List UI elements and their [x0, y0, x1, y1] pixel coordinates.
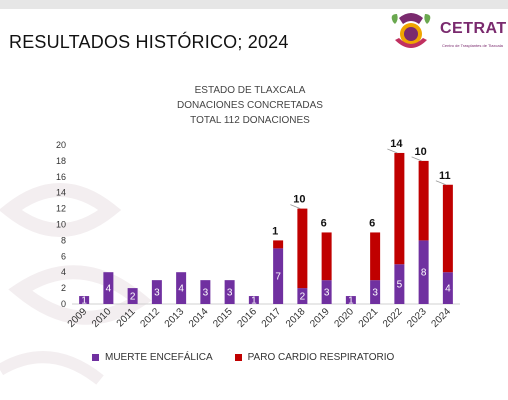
data-label-paro: 10: [415, 146, 427, 158]
y-tick-label: 8: [61, 235, 66, 245]
x-tick-label: 2015: [211, 306, 235, 330]
x-tick-label: 2014: [187, 306, 211, 330]
chart-legend: MUERTE ENCEFÁLICA PARO CARDIO RESPIRATOR…: [92, 352, 394, 363]
data-label-muerte: 3: [154, 288, 160, 299]
data-label-muerte: 3: [324, 288, 330, 299]
bar-muerte-encefalica: [442, 272, 453, 304]
bar-muerte-encefalica: [248, 296, 259, 304]
x-tick-label: 2024: [429, 306, 453, 330]
bar-muerte-encefalica: [345, 296, 356, 304]
data-label-muerte: 2: [130, 292, 136, 303]
bar-muerte-encefalica: [394, 264, 405, 304]
y-tick-label: 6: [61, 251, 66, 261]
x-tick-label: 2022: [381, 306, 405, 330]
x-tick-label: 2023: [405, 306, 429, 330]
y-tick-label: 14: [56, 188, 66, 198]
chart-title-line-3: TOTAL 112 DONACIONES: [190, 115, 310, 126]
data-label-muerte: 5: [397, 280, 403, 291]
x-tick-label: 2020: [332, 306, 356, 330]
bar-muerte-encefalica: [127, 288, 138, 304]
x-tick-label: 2021: [357, 306, 381, 330]
logo-emblem: [391, 13, 431, 48]
label-leader-line: [411, 156, 422, 162]
x-tick-label: 2019: [308, 306, 332, 330]
data-label-muerte: 1: [251, 296, 257, 307]
x-tick-label: 2012: [138, 306, 162, 330]
y-tick-label: 4: [61, 267, 66, 277]
y-tick-label: 16: [56, 172, 66, 182]
data-label-muerte: 4: [178, 284, 184, 295]
legend-item-muerte: MUERTE ENCEFÁLICA: [92, 352, 213, 363]
bar-muerte-encefalica: [370, 280, 381, 304]
bar-paro-cardio: [273, 240, 284, 249]
slide-title: RESULTADOS HISTÓRICO; 2024: [9, 32, 289, 52]
logo-subtitle: Centro de Trasplantes de Tlaxcala: [442, 43, 503, 48]
bar-paro-cardio: [418, 160, 429, 241]
x-tick-label: 2011: [115, 306, 138, 329]
data-label-muerte: 3: [372, 288, 378, 299]
bar-muerte-encefalica: [297, 288, 308, 304]
data-label-muerte: 3: [227, 288, 233, 299]
data-label-paro: 6: [369, 217, 375, 229]
y-tick-label: 12: [56, 204, 66, 214]
legend-label-muerte: MUERTE ENCEFÁLICA: [105, 352, 213, 363]
chart-title: ESTADO DE TLAXCALA DONACIONES CONCRETADA…: [130, 83, 370, 128]
legend-swatch-muerte: [92, 354, 99, 361]
bar-muerte-encefalica: [224, 280, 235, 304]
bar-muerte-encefalica: [79, 296, 90, 304]
x-tick-label: 2017: [260, 306, 284, 330]
label-leader-line: [387, 148, 398, 154]
data-label-paro: 14: [390, 138, 403, 150]
data-label-muerte: 7: [275, 272, 281, 283]
y-tick-label: 10: [56, 220, 66, 230]
bar-muerte-encefalica: [176, 272, 187, 304]
bar-muerte-encefalica: [151, 280, 162, 304]
x-tick-label: 2018: [284, 306, 308, 330]
bar-muerte-encefalica: [273, 248, 284, 304]
label-leader-line: [290, 204, 301, 209]
label-leader-line: [435, 180, 447, 186]
bar-paro-cardio: [394, 152, 405, 265]
data-label-paro: 1: [272, 225, 278, 237]
legend-swatch-paro: [234, 354, 242, 361]
x-tick-label: 2010: [90, 306, 114, 330]
data-label-muerte: 1: [348, 296, 354, 307]
bar-paro-cardio: [321, 232, 332, 281]
data-label-muerte: 8: [421, 268, 427, 279]
y-tick-label: 2: [61, 283, 66, 293]
cetrat-logo: CETRAT Centro de Trasplantes de Tlaxcala: [385, 10, 508, 56]
data-label-muerte: 2: [300, 292, 306, 303]
bar-paro-cardio: [297, 208, 308, 289]
y-tick-label: 20: [56, 140, 66, 150]
data-label-paro: 6: [321, 217, 327, 229]
background-ornament: [0, 183, 152, 385]
data-label-muerte: 1: [81, 296, 87, 307]
y-tick-label: 18: [56, 156, 66, 166]
x-tick-label: 2009: [66, 306, 90, 330]
y-tick-label: 0: [61, 299, 66, 309]
legend-label-paro: PARO CARDIO RESPIRATORIO: [247, 352, 395, 363]
data-label-muerte: 3: [203, 288, 209, 299]
bar-paro-cardio: [370, 232, 381, 281]
bar-muerte-encefalica: [103, 272, 114, 304]
chart-title-line-2: DONACIONES CONCRETADAS: [177, 100, 323, 111]
bar-muerte-encefalica: [418, 240, 429, 304]
x-tick-label: 2016: [235, 306, 259, 330]
top-strip: [0, 0, 508, 9]
bar-muerte-encefalica: [200, 280, 211, 304]
logo-name: CETRAT: [440, 20, 507, 37]
chart-title-line-1: ESTADO DE TLAXCALA: [194, 85, 306, 96]
legend-item-paro: PARO CARDIO RESPIRATORIO: [234, 352, 395, 363]
data-label-muerte: 4: [445, 284, 451, 295]
data-label-paro: 11: [439, 170, 451, 182]
data-label-muerte: 4: [106, 284, 112, 295]
bar-muerte-encefalica: [321, 280, 332, 304]
bar-paro-cardio: [442, 184, 453, 273]
x-tick-label: 2013: [163, 306, 187, 330]
data-label-paro: 10: [293, 194, 305, 206]
